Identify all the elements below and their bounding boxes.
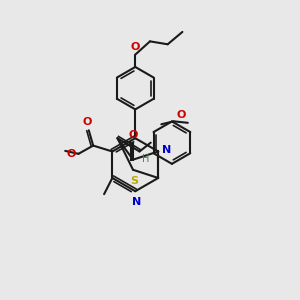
Text: O: O [128, 130, 138, 140]
Text: O: O [176, 110, 185, 120]
Text: N: N [132, 196, 141, 206]
Text: O: O [66, 149, 76, 159]
Text: O: O [82, 117, 92, 127]
Text: S: S [130, 176, 139, 186]
Text: N: N [162, 145, 171, 155]
Text: O: O [130, 42, 140, 52]
Text: H: H [142, 154, 149, 164]
